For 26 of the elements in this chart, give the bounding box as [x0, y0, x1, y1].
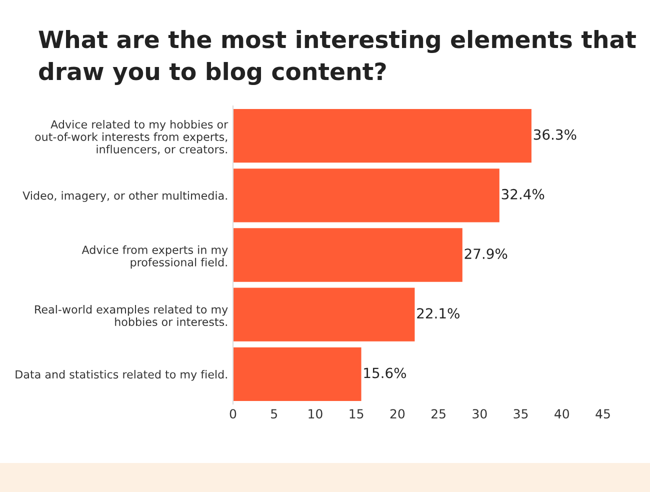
y-tick-label: Data and statistics related to my field.	[16, 370, 227, 381]
chart-title: What are the most interesting elements that draw you to blog content?	[38, 30, 636, 86]
y-tick-label: Video, imagery, or other multimedia.	[22, 191, 227, 202]
x-tick-label: 0	[230, 409, 236, 419]
x-tick-label: 10	[308, 409, 322, 419]
x-tick-label: 35	[514, 409, 528, 419]
data-label: 36.3%	[534, 129, 576, 140]
data-label: 22.1%	[417, 308, 460, 319]
bar	[233, 168, 500, 222]
bar	[233, 228, 462, 282]
x-tick-label: 5	[271, 409, 277, 419]
data-label: 15.6%	[364, 368, 406, 378]
y-tick-label: Advice related to my hobbies or out-of-work interests from experts, influencers, or creators.	[35, 120, 228, 155]
x-tick-label: 45	[596, 409, 610, 419]
bar	[233, 288, 415, 342]
y-tick-label: Advice from experts in my professional field.	[82, 245, 228, 269]
y-tick-label: Real-world examples related to my hobbies or interests.	[35, 305, 228, 326]
bar	[233, 108, 532, 163]
x-tick-label: 40	[554, 409, 570, 419]
x-tick-label: 25	[432, 409, 446, 419]
data-label: 27.9%	[464, 248, 508, 260]
x-tick-label: 30	[472, 409, 487, 419]
x-tick-label: 15	[350, 409, 364, 419]
bar	[233, 347, 362, 402]
x-tick-label: 20	[390, 409, 405, 419]
data-label: 32.4%	[502, 188, 544, 200]
